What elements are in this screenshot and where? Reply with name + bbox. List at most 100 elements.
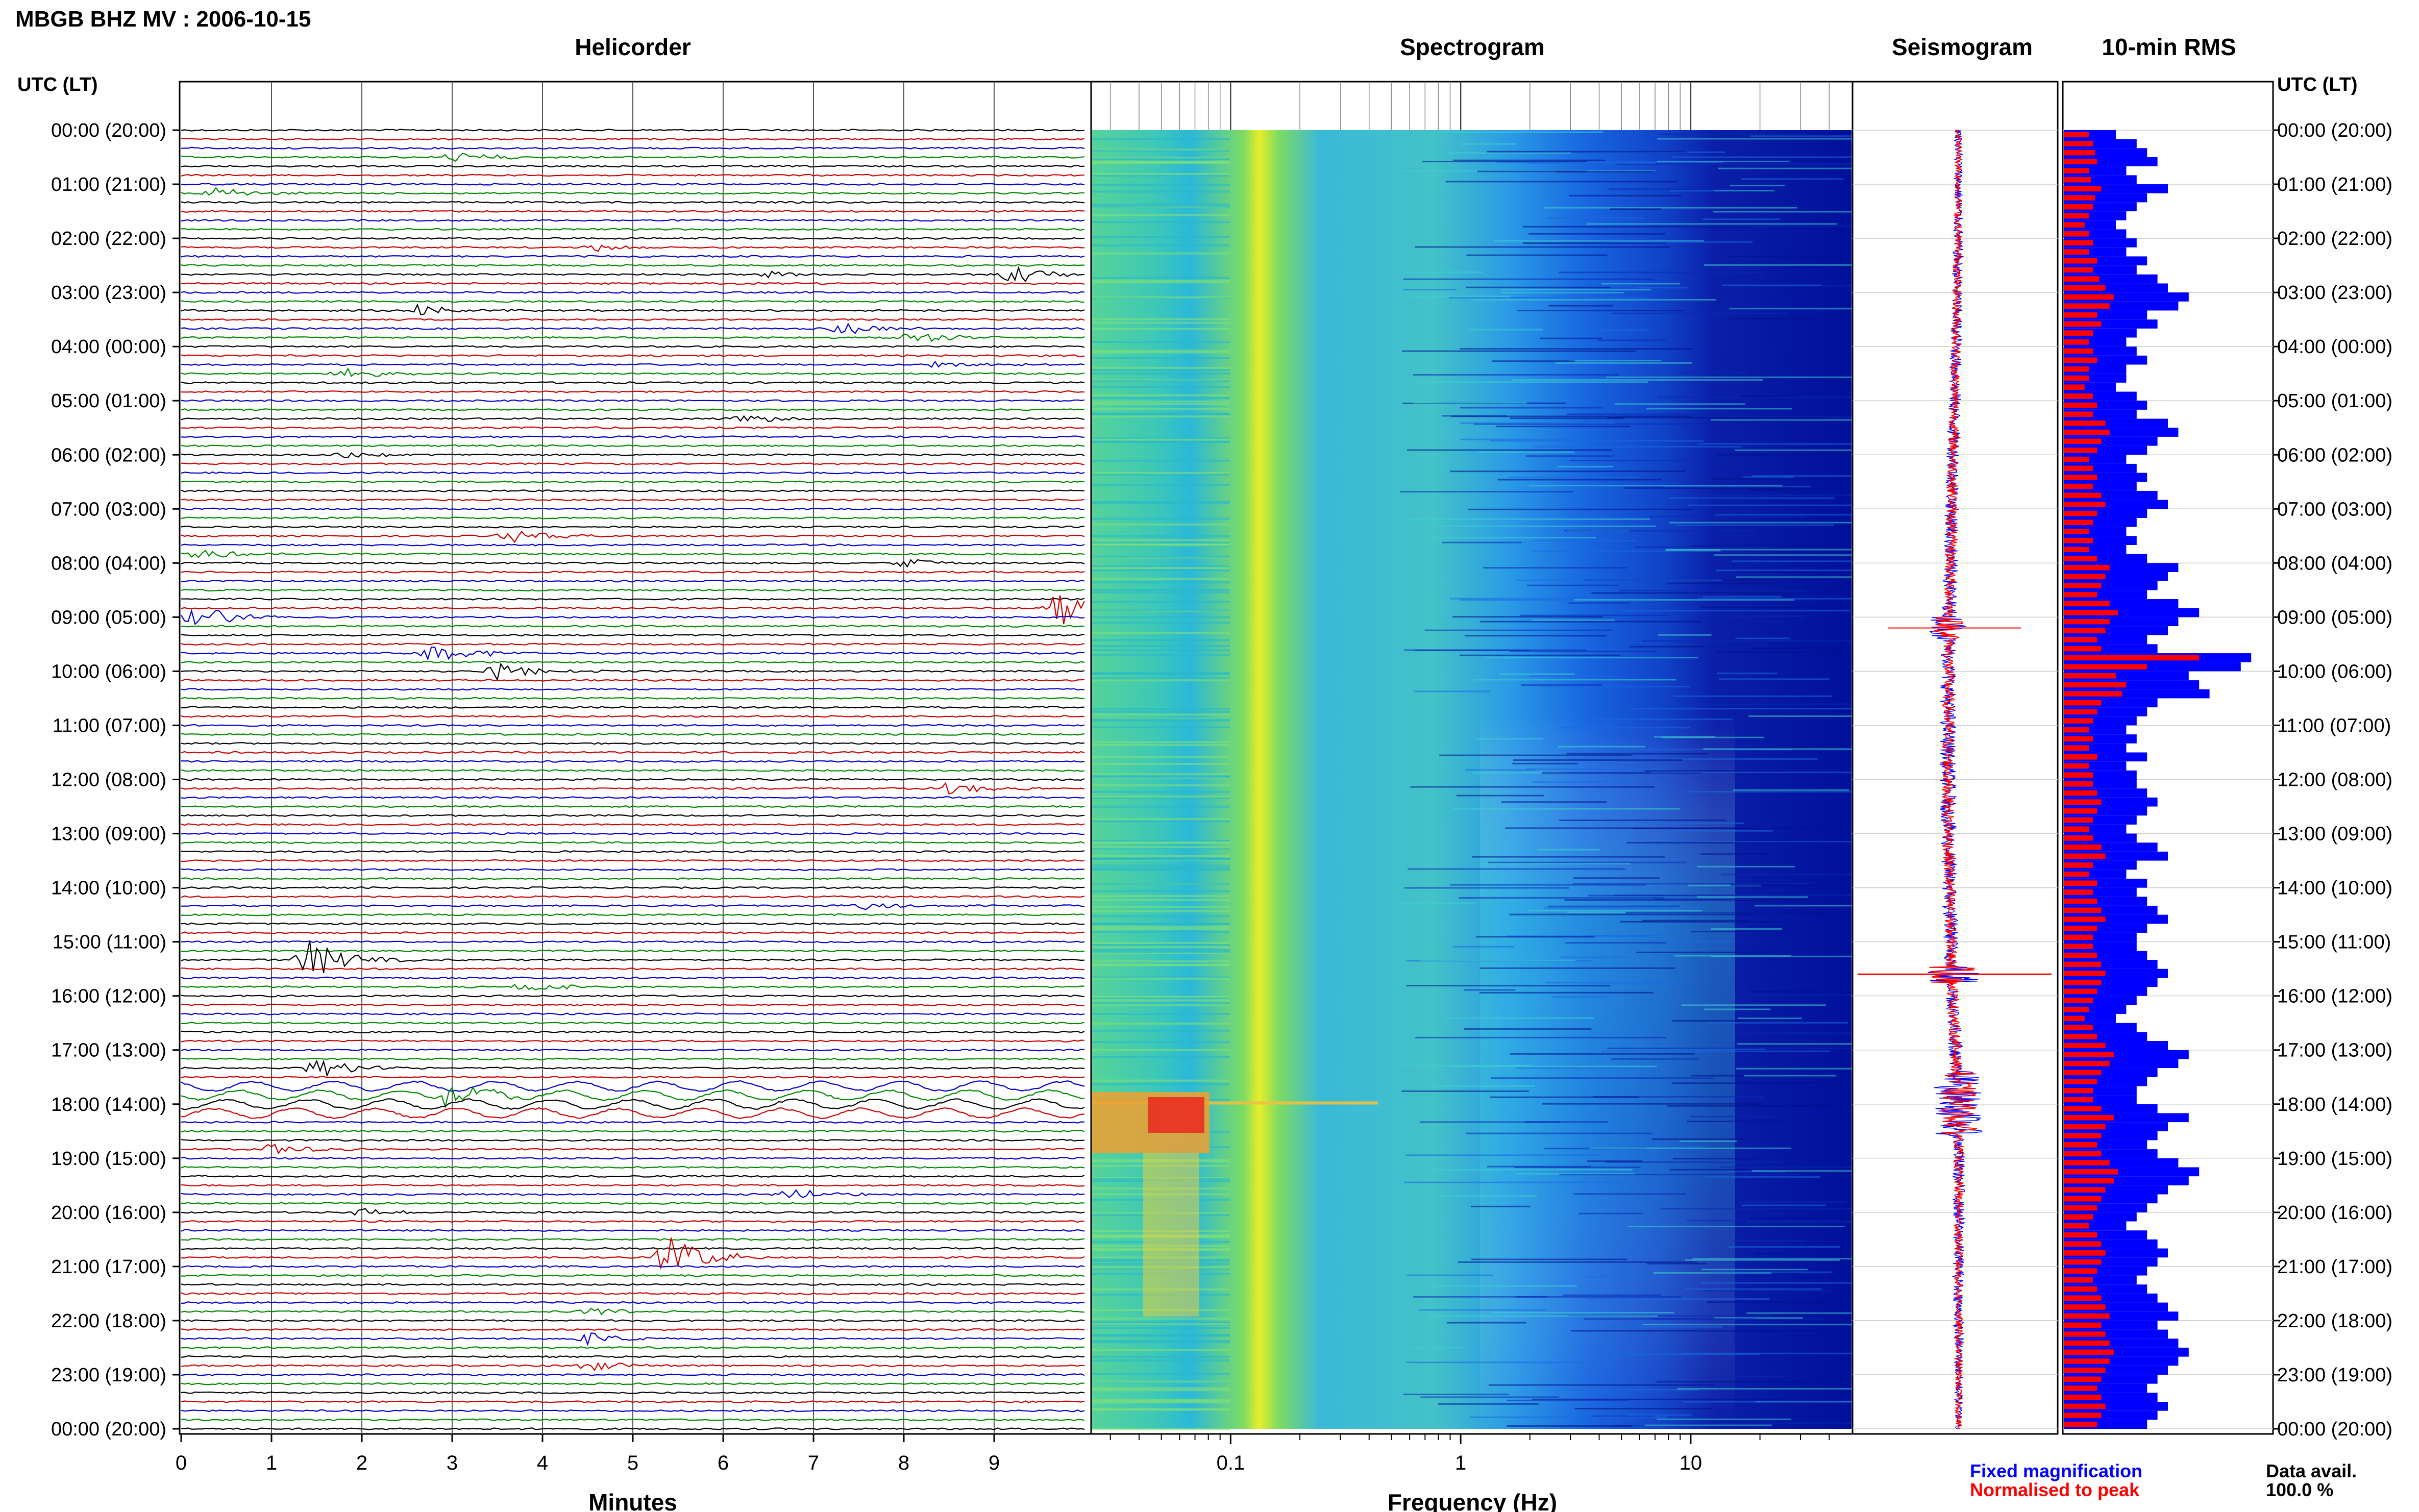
rms-bar-normalised	[2064, 510, 2097, 516]
spectrogram-texture-stripe	[1499, 673, 1575, 675]
spectrogram-texture-stripe	[1571, 1330, 1823, 1332]
spectrogram-texture-stripe	[1573, 877, 1660, 879]
spectrogram-texture-stripe	[1445, 1017, 1594, 1019]
spectrogram-lowfreq-stripe	[1092, 591, 1230, 593]
rms-bar-normalised	[2064, 1349, 2114, 1355]
spectrogram-lowfreq-stripe	[1092, 386, 1230, 388]
spectrogram-texture-stripe	[1671, 1020, 1760, 1022]
spectrogram-texture-stripe	[1607, 416, 1828, 418]
spectrogram-texture-stripe	[1690, 1422, 1852, 1424]
helicorder-trace	[181, 662, 1085, 682]
spectrogram-texture-stripe	[1587, 1160, 1642, 1162]
helicorder-trace	[181, 778, 1085, 781]
seismogram-title: Seismogram	[1892, 34, 2033, 60]
rms-bar-normalised	[2064, 339, 2089, 345]
spectrogram-lowfreq-stripe	[1092, 501, 1230, 503]
spectrogram-texture-stripe	[1712, 478, 1852, 480]
helicorder-trace	[181, 345, 1085, 348]
spectrogram-texture-stripe	[1671, 156, 1852, 158]
helicorder-trace	[181, 1409, 1085, 1412]
spectrogram-lowfreq-stripe	[1092, 616, 1230, 618]
time-label-left: 00:00 (20:00)	[51, 120, 166, 141]
spectrogram-lowfreq-stripe	[1092, 157, 1230, 159]
spectrogram-texture-stripe	[1547, 905, 1680, 907]
spectrogram-texture-stripe	[1741, 178, 1844, 180]
spectrogram-texture-stripe	[1424, 629, 1613, 631]
spectrogram-texture-stripe	[1527, 162, 1656, 164]
spectrogram-texture-stripe	[1409, 1347, 1465, 1349]
spectrogram-lowfreq-stripe	[1092, 415, 1230, 418]
helicorder-trace	[181, 1382, 1085, 1385]
helicorder-trace	[181, 1292, 1085, 1295]
time-label-right: 14:00 (10:00)	[2277, 878, 2392, 899]
spectrogram-lowfreq-stripe	[1092, 138, 1230, 140]
spectrogram-texture-stripe	[1715, 615, 1804, 617]
spectrogram-texture-stripe	[1592, 1415, 1654, 1417]
spectrogram-lowfreq-stripe	[1092, 539, 1230, 541]
spectrogram-lowfreq-stripe	[1092, 773, 1230, 776]
spectrogram-texture-stripe	[1407, 518, 1650, 520]
spectrogram-lowfreq-stripe	[1092, 839, 1230, 842]
rms-bar-normalised	[2064, 204, 2093, 210]
spectrogram-texture-stripe	[1590, 1147, 1791, 1149]
rms-bar-normalised	[2064, 1232, 2097, 1238]
spectrogram-texture-stripe	[1406, 985, 1610, 987]
spectrogram-lowfreq-stripe	[1092, 960, 1230, 962]
spectrogram-lowfreq-stripe	[1092, 805, 1230, 808]
spectrogram-texture-stripe	[1560, 956, 1628, 958]
spectrogram-texture-stripe	[1654, 736, 1715, 738]
helicorder-trace	[181, 868, 1085, 871]
spectrogram-texture-stripe	[1680, 1171, 1787, 1173]
spectrogram-texture-stripe	[1718, 678, 1830, 680]
helicorder-x-tick-label: 1	[266, 1452, 277, 1474]
spectrogram-texture-stripe	[1688, 504, 1852, 506]
time-label-right: 00:00 (20:00)	[2277, 120, 2392, 141]
spectrogram-texture-stripe	[1717, 673, 1778, 675]
spectrogram-texture-stripe	[1722, 284, 1821, 286]
rms-bar-normalised	[2064, 1060, 2110, 1067]
spectrogram-texture-stripe	[1606, 376, 1852, 378]
spectrogram-lowfreq-stripe	[1092, 184, 1230, 186]
spectrogram-texture-stripe	[1688, 884, 1761, 886]
helicorder-frame	[179, 81, 1092, 1435]
spectrogram-lowfreq-stripe	[1092, 931, 1230, 933]
spectrogram-texture-stripe	[1672, 1082, 1852, 1084]
spectrogram-lowfreq-stripe	[1092, 281, 1230, 284]
helicorder-trace	[181, 164, 1085, 168]
helicorder-trace	[181, 1039, 1085, 1043]
spectrogram-texture-stripe	[1611, 312, 1788, 314]
spectrogram-texture-stripe	[1750, 647, 1852, 649]
rms-bar-normalised	[2064, 1043, 2106, 1049]
helicorder-trace	[181, 647, 1085, 661]
spectrogram-texture-stripe	[1698, 598, 1852, 600]
rms-bar-normalised	[2064, 384, 2085, 390]
spectrogram-texture-stripe	[1492, 360, 1575, 362]
helicorder-trace	[181, 390, 1085, 393]
spectrogram-texture-stripe	[1739, 395, 1797, 398]
helicorder-trace	[181, 625, 1085, 628]
spectrogram-texture-stripe	[1460, 407, 1603, 409]
spectrogram-texture-stripe	[1464, 1028, 1592, 1030]
spectrogram-texture-stripe	[1471, 1258, 1627, 1260]
spectrogram-lowfreq-stripe	[1092, 1359, 1230, 1362]
helicorder-trace	[181, 724, 1085, 727]
rms-bar-normalised	[2064, 1079, 2097, 1084]
spectrogram-texture-stripe	[1547, 217, 1644, 219]
spectrogram-x-tick-label: 1	[1455, 1452, 1466, 1474]
rms-bar-normalised	[2064, 1295, 2102, 1301]
spectrogram-texture-stripe	[1601, 283, 1680, 285]
spectrogram-texture-stripe	[1650, 772, 1852, 774]
spectrogram-texture-stripe	[1619, 589, 1807, 591]
rms-bar-normalised	[2064, 177, 2091, 183]
helicorder-x-tick-label: 2	[356, 1452, 367, 1474]
spectrogram-texture-stripe	[1566, 753, 1709, 755]
rms-bar-normalised	[2064, 925, 2097, 931]
spectrogram-texture-stripe	[1403, 1394, 1509, 1396]
spectrogram-texture-stripe	[1685, 1288, 1822, 1290]
spectrogram-lowfreq-stripe	[1092, 797, 1230, 799]
spectrogram-texture-stripe	[1647, 1048, 1766, 1050]
spectrogram-texture-stripe	[1515, 1173, 1635, 1175]
spectrogram-event-streak	[1092, 1101, 1378, 1105]
spectrogram-lowfreq-stripe	[1092, 578, 1230, 580]
spectrogram-texture-stripe	[1448, 296, 1647, 299]
